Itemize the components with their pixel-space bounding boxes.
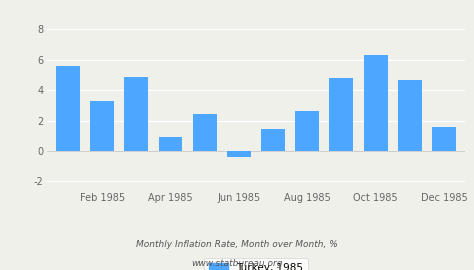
Bar [158,137,182,151]
Bar [261,129,285,151]
Bar [90,101,114,151]
Bar [124,77,148,151]
Bar [329,78,354,151]
Bar [56,66,80,151]
Bar [193,114,217,151]
Legend: Turkey, 1985: Turkey, 1985 [204,258,308,270]
Bar [398,80,422,151]
Bar [295,112,319,151]
Text: www.statbureau.org: www.statbureau.org [191,259,283,268]
Text: Monthly Inflation Rate, Month over Month, %: Monthly Inflation Rate, Month over Month… [136,240,338,249]
Bar [227,151,251,157]
Bar [432,127,456,151]
Bar [364,55,388,151]
